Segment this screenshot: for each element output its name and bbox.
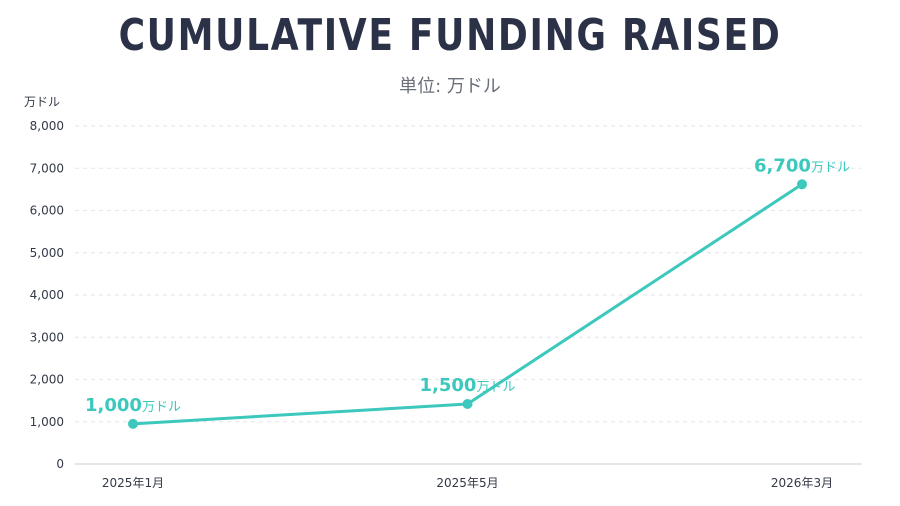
y-tick-label: 8,000 [30,119,64,133]
data-point [462,399,473,410]
y-tick-label: 5,000 [30,246,64,260]
data-label-value: 1,500 [420,375,477,396]
y-tick-label: 0 [56,457,64,471]
y-tick-label: 7,000 [30,161,64,175]
y-tick-label: 1,000 [30,415,64,429]
data-label-unit: 万ドル [811,160,850,175]
data-label-value: 1,000 [85,395,142,416]
data-label-value: 6,700 [754,155,811,176]
y-tick-label: 6,000 [30,204,64,218]
data-label: 1,000万ドル [85,395,181,416]
y-tick-label: 3,000 [30,330,64,344]
x-tick-label: 2025年1月 [102,476,164,490]
data-points [128,179,807,429]
axes: 0 1,000 2,000 3,000 4,000 5,000 6,000 7,000 8,00… [24,95,862,490]
y-tick-label: 2,000 [30,373,64,387]
y-tick-label: 4,000 [30,288,64,302]
data-label-unit: 万ドル [142,400,181,415]
data-point [128,418,138,429]
data-label-unit: 万ドル [476,380,515,395]
data-point [797,179,807,190]
gridlines [75,125,862,423]
y-axis-label: 万ドル [24,95,60,109]
x-tick-label: 2026年3月 [771,476,833,490]
chart-subtitle: 単位: 万ドル [399,76,501,97]
chart-title: CUMULATIVE FUNDING RAISED [118,10,782,61]
data-label: 1,500万ドル [420,375,516,396]
x-tick-label: 2025年5月 [436,476,498,490]
data-label: 6,700万ドル [754,155,850,176]
